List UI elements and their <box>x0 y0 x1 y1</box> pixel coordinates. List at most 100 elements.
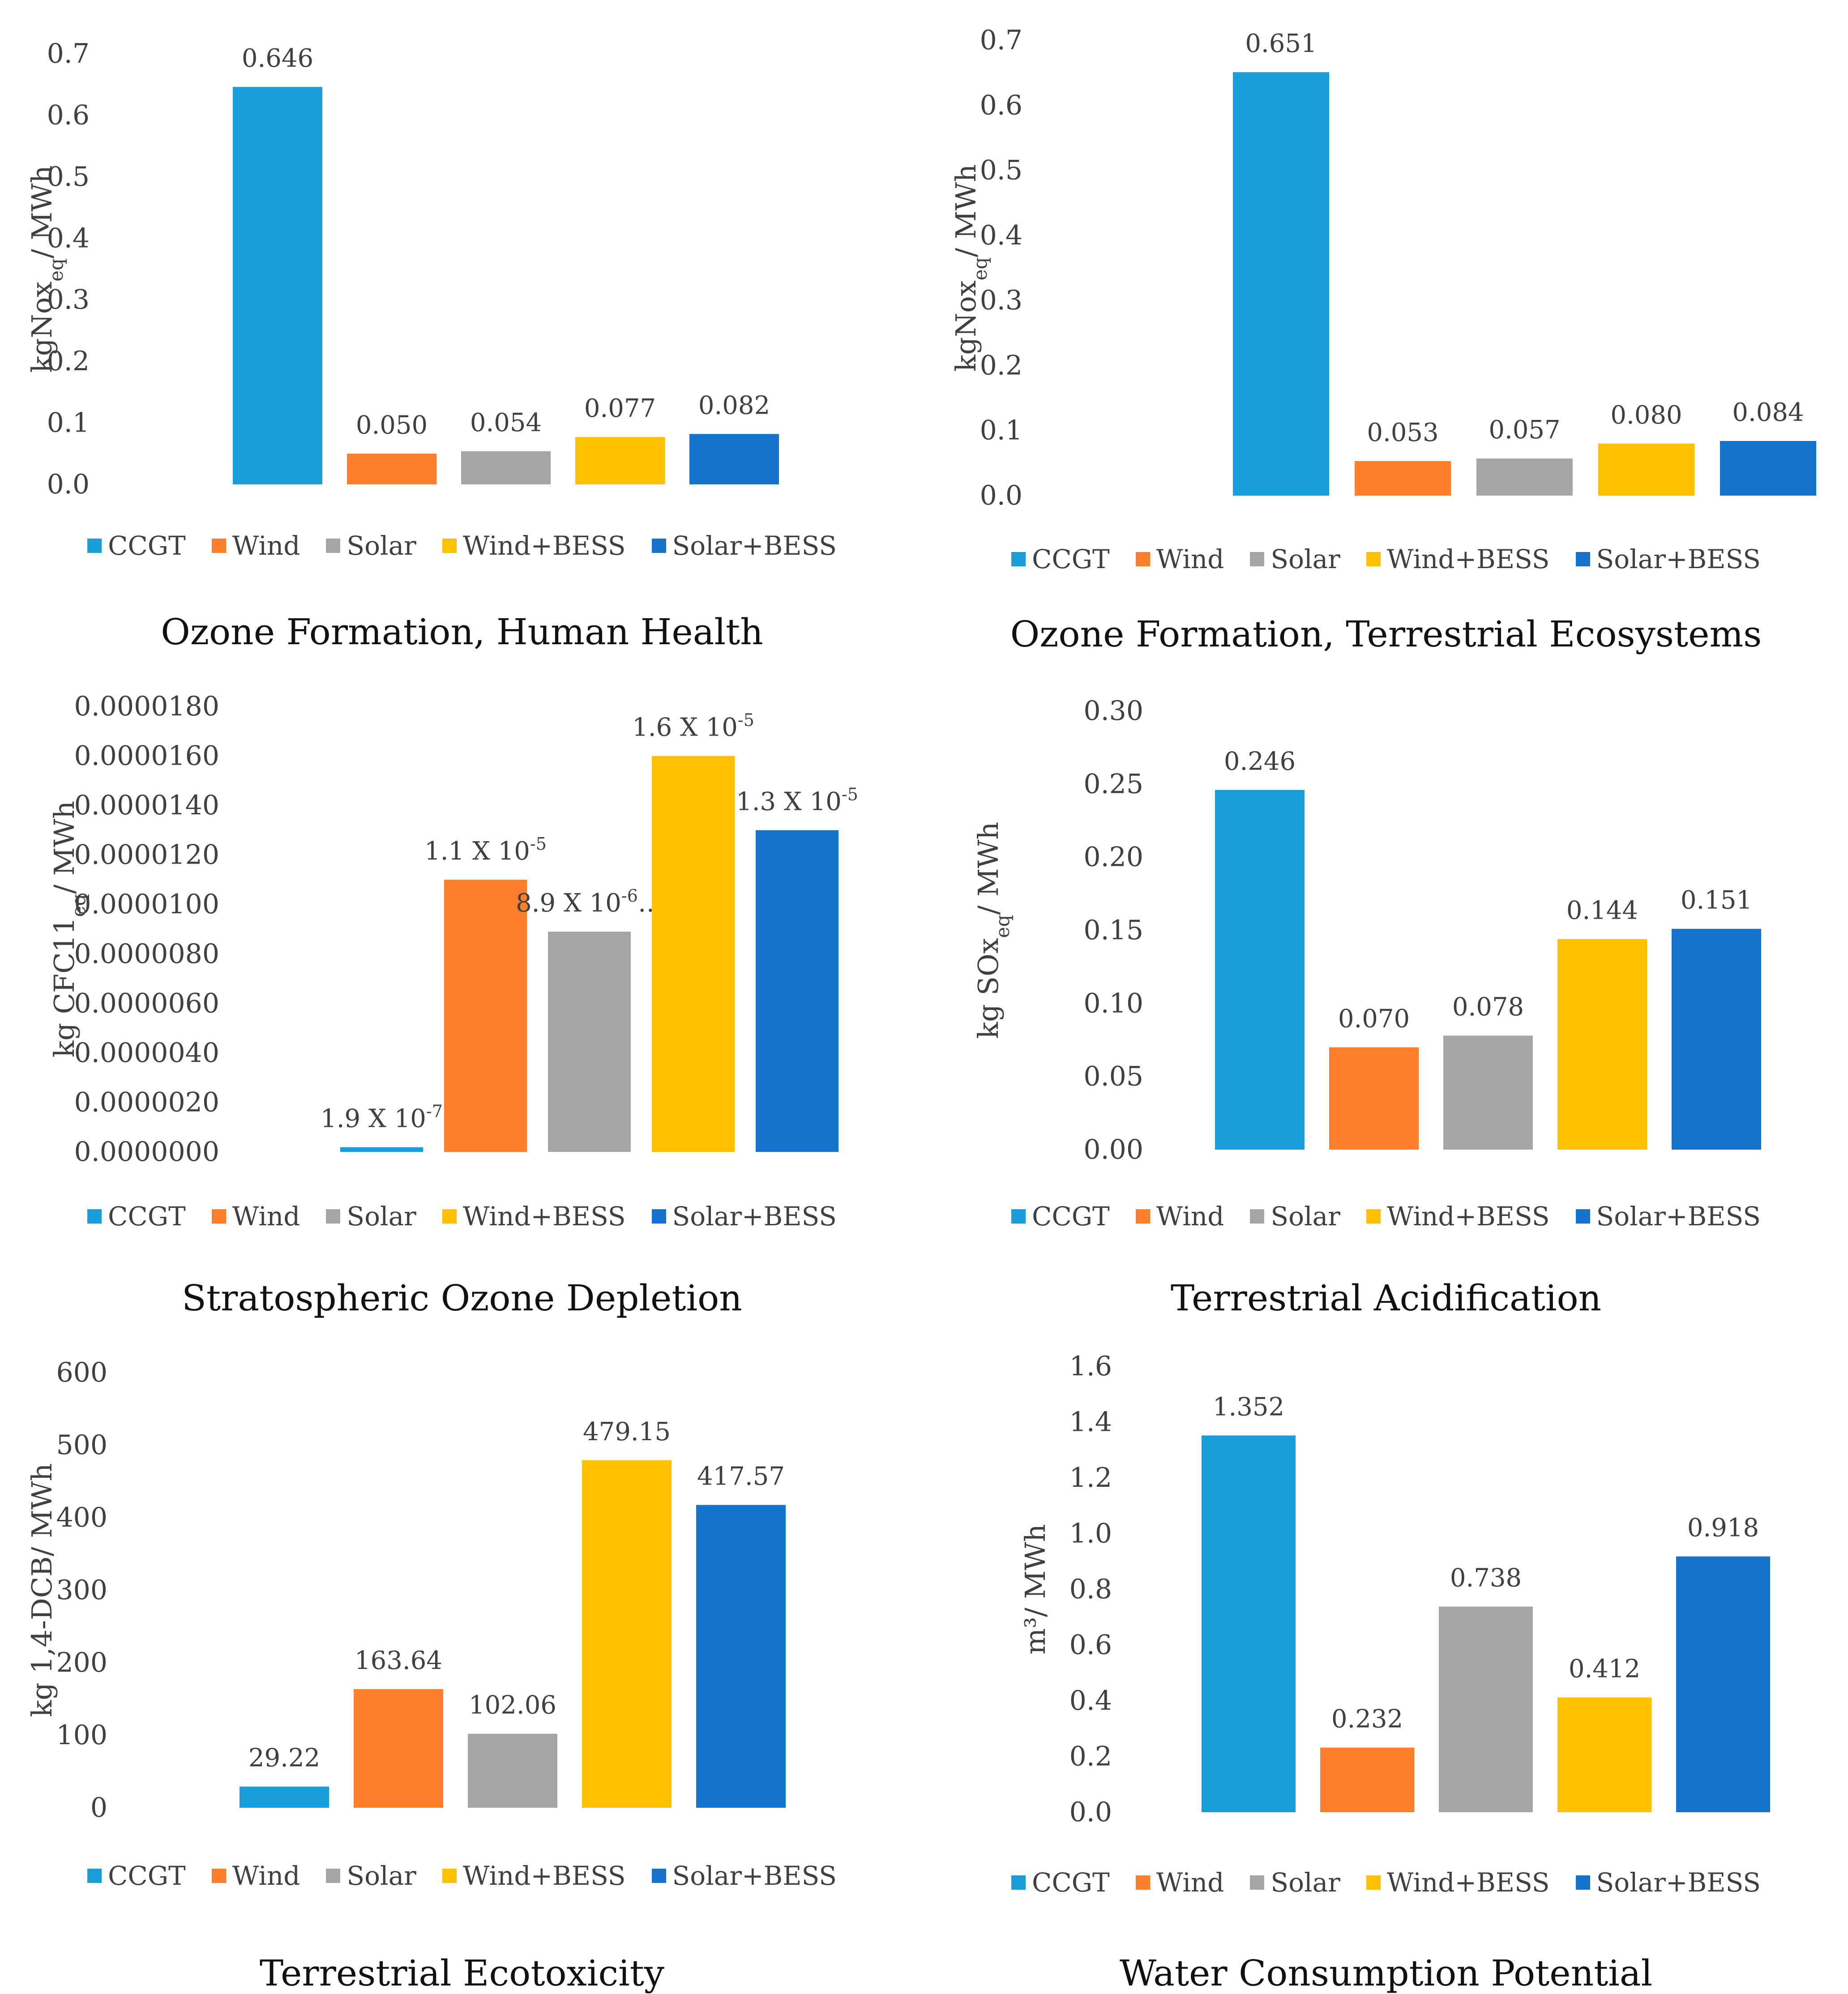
legend-label: Wind+BESS <box>1386 1201 1550 1232</box>
legend-label: Wind+BESS <box>462 531 626 561</box>
legend-swatch <box>1366 552 1381 566</box>
legend-swatch <box>1250 1209 1265 1224</box>
y-tick-label: 0.30 <box>1083 695 1143 727</box>
bar-wind-bess <box>652 756 735 1152</box>
legend-item: Wind <box>1135 1201 1224 1232</box>
data-label: 0.077 <box>584 394 656 423</box>
bar-solar <box>1443 1036 1533 1150</box>
legend-label: Solar+BESS <box>672 531 837 561</box>
legend-item: Wind+BESS <box>442 1201 626 1232</box>
legend-label: Wind <box>1156 1867 1224 1898</box>
data-label: 0.070 <box>1338 1004 1410 1033</box>
y-tick-label: 300 <box>56 1575 107 1606</box>
y-tick-label: 0.0000020 <box>74 1087 219 1118</box>
legend-label: Solar <box>346 531 416 561</box>
legend-swatch <box>326 539 341 553</box>
legend-label: Wind <box>232 531 300 561</box>
y-tick-label: 0.7 <box>47 38 90 69</box>
legend-swatch <box>1366 1209 1381 1224</box>
y-tick-label: 0.4 <box>980 220 1022 251</box>
bar-wind-bess <box>582 1460 672 1808</box>
bar-solar-bess <box>1672 929 1761 1150</box>
y-tick-label: 0 <box>90 1792 107 1823</box>
legend-label: Solar+BESS <box>1596 544 1761 574</box>
y-tick-label: 0.6 <box>1069 1630 1112 1661</box>
legend-item: Wind <box>211 1201 300 1232</box>
legend-label: CCGT <box>1031 1201 1110 1232</box>
y-tick-label: 0.0 <box>980 480 1022 511</box>
legend-item: CCGT <box>1011 544 1110 574</box>
legend-swatch <box>87 1209 102 1224</box>
legend-item: Solar+BESS <box>651 1201 837 1232</box>
legend-item: Wind+BESS <box>1366 544 1550 574</box>
y-tick-label: 0.7 <box>980 25 1022 56</box>
chart-svg: 0.0 0.2 0.4 0.6 0.8 1.0 1.2 1.4 1.6 m³/ MWh 1.352 0… <box>1019 1351 1770 1828</box>
y-tick-label: 0.25 <box>1083 768 1143 800</box>
bar-wind <box>354 1689 443 1808</box>
data-label: 0.050 <box>356 411 428 440</box>
chart-svg: 0.00 0.05 0.10 0.15 0.20 0.25 0.30 kg SOxeq/ MW… <box>972 695 1761 1165</box>
bar-ccgt <box>1215 790 1305 1150</box>
legend-swatch <box>442 1209 457 1224</box>
data-label: 1.352 <box>1213 1392 1284 1421</box>
chart-title: Water Consumption Potential <box>1119 1952 1653 1994</box>
bar-solar <box>1476 458 1573 496</box>
bar-solar-bess <box>756 830 838 1152</box>
bar-solar-bess <box>696 1505 786 1808</box>
legend-label: Wind+BESS <box>1386 1867 1550 1898</box>
chart-svg: 0 100 200 300 400 500 600 kg 1,4-DCB/ MWh 29.22 1… <box>26 1357 786 1823</box>
legend-item: Wind <box>1135 1867 1224 1898</box>
chart-title: Terrestrial Ecotoxicity <box>259 1952 665 1994</box>
y-tick-label: 0.0000120 <box>74 839 219 871</box>
bar-solar <box>548 932 631 1152</box>
legend-label: Solar+BESS <box>1596 1201 1761 1232</box>
y-tick-label: 0.0 <box>47 469 90 500</box>
legend-item: Solar+BESS <box>1575 1867 1761 1898</box>
legend-label: CCGT <box>1031 1867 1110 1898</box>
legend-label: Solar <box>346 1861 416 1891</box>
bar-ccgt <box>233 87 322 484</box>
legend-item: CCGT <box>1011 1201 1110 1232</box>
y-tick-label: 0.15 <box>1083 915 1143 946</box>
legend-label: Solar <box>1270 1867 1340 1898</box>
legend-swatch <box>442 1869 457 1883</box>
data-label: 0.246 <box>1224 747 1296 776</box>
y-tick-label: 0.0000080 <box>74 938 219 970</box>
data-label: 29.22 <box>248 1744 320 1773</box>
bar-ccgt <box>1233 72 1329 496</box>
bar-wind <box>347 454 436 484</box>
legend: CCGT Wind Solar Wind+BESS Solar+BESS <box>924 544 1848 574</box>
data-label: 0.084 <box>1732 398 1804 427</box>
legend-item: CCGT <box>1011 1867 1110 1898</box>
legend-swatch <box>1575 1875 1590 1890</box>
data-label: 479.15 <box>583 1417 671 1446</box>
data-label: 1.1 X 10-5 <box>424 834 547 866</box>
y-tick-label: 0.6 <box>980 90 1022 121</box>
bar-solar <box>1439 1606 1533 1812</box>
bar-wind <box>1320 1747 1414 1812</box>
y-tick-label: 1.0 <box>1069 1518 1112 1549</box>
bar-wind-bess <box>1557 1697 1651 1812</box>
y-tick-label: 0.20 <box>1083 842 1143 873</box>
legend: CCGT Wind Solar Wind+BESS Solar+BESS <box>0 1861 924 1891</box>
legend-label: Wind <box>1156 1201 1224 1232</box>
chart-title: Ozone Formation, Terrestrial Ecosystems <box>1010 613 1762 655</box>
data-label: 0.646 <box>242 44 313 73</box>
legend-swatch <box>1135 1875 1150 1890</box>
y-tick-label: 0.00 <box>1083 1134 1143 1165</box>
legend-label: Wind <box>232 1861 300 1891</box>
legend-item: Solar+BESS <box>651 531 837 561</box>
y-tick-label: 0.2 <box>1069 1741 1112 1772</box>
legend-item: Wind <box>211 531 300 561</box>
bar-solar-bess <box>1676 1556 1770 1812</box>
legend-swatch <box>1011 552 1026 566</box>
y-tick-label: 0.2 <box>47 346 90 377</box>
legend-swatch <box>326 1209 341 1224</box>
data-label: 0.412 <box>1569 1655 1640 1684</box>
y-tick-label: 0.1 <box>47 407 90 439</box>
legend-label: Solar <box>346 1201 416 1232</box>
y-axis-label: kg 1,4-DCB/ MWh <box>26 1463 58 1717</box>
legend-item: Wind+BESS <box>442 531 626 561</box>
legend-item: Wind <box>1135 544 1224 574</box>
legend-swatch <box>1366 1875 1381 1890</box>
